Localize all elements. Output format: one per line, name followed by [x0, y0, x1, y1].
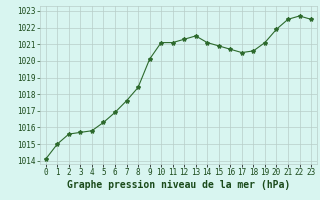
- X-axis label: Graphe pression niveau de la mer (hPa): Graphe pression niveau de la mer (hPa): [67, 180, 290, 190]
